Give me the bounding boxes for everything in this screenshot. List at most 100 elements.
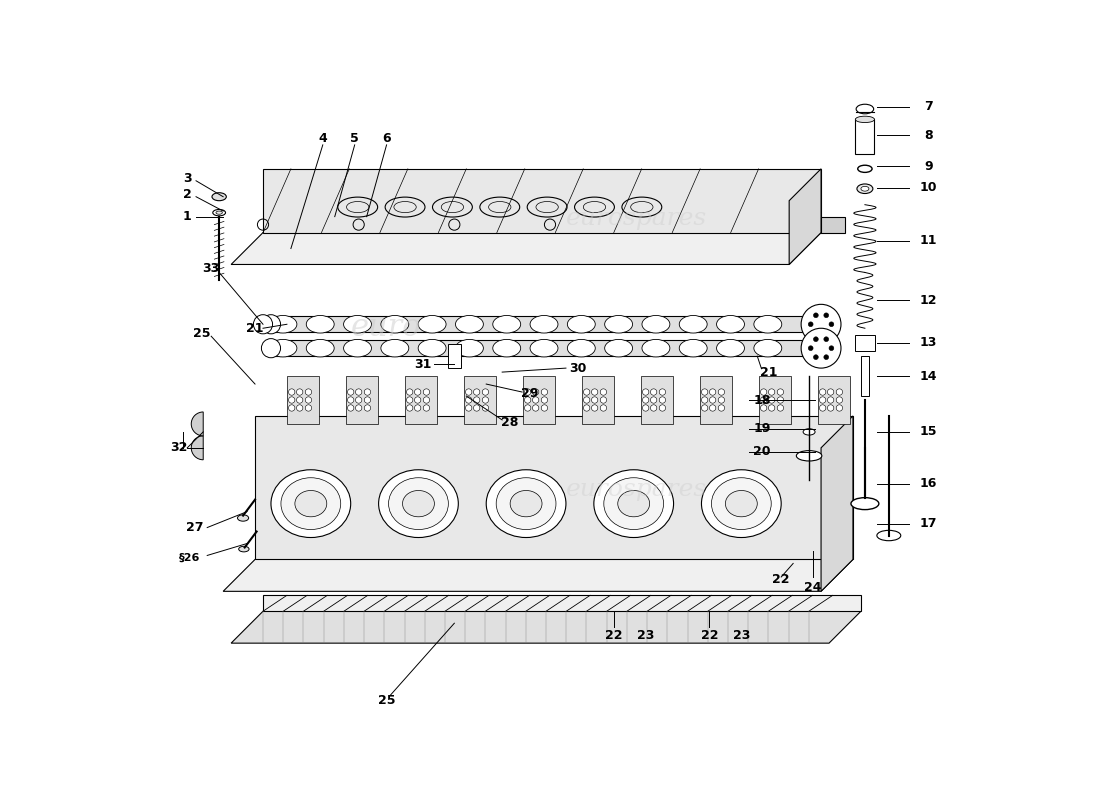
Circle shape [702,397,708,403]
Circle shape [642,397,649,403]
Circle shape [482,389,488,395]
Text: 8: 8 [924,129,933,142]
Text: 33: 33 [202,262,220,275]
Circle shape [642,405,649,411]
Circle shape [473,405,480,411]
Circle shape [827,389,834,395]
Text: 21: 21 [760,366,778,378]
Circle shape [415,397,421,403]
Circle shape [348,397,354,403]
Circle shape [814,331,818,336]
Text: 19: 19 [754,422,771,435]
Circle shape [778,389,783,395]
Circle shape [829,322,834,326]
Wedge shape [191,412,204,436]
Circle shape [769,405,774,411]
Text: 27: 27 [187,521,204,534]
Ellipse shape [378,470,459,538]
Ellipse shape [486,470,565,538]
Circle shape [824,354,828,359]
Text: 25: 25 [377,694,395,707]
Circle shape [532,389,539,395]
Bar [861,356,869,396]
Ellipse shape [702,470,781,538]
Circle shape [824,313,828,318]
Ellipse shape [403,490,434,517]
Circle shape [824,337,828,342]
Ellipse shape [642,315,670,333]
Text: 28: 28 [502,416,519,429]
Circle shape [710,389,716,395]
Circle shape [650,389,657,395]
Bar [582,376,614,424]
Ellipse shape [280,478,341,530]
Circle shape [541,389,548,395]
Circle shape [364,397,371,403]
Bar [287,376,319,424]
Circle shape [473,389,480,395]
Circle shape [297,389,302,395]
Ellipse shape [856,104,873,114]
Text: 5: 5 [350,132,359,145]
Circle shape [541,397,548,403]
Circle shape [465,389,472,395]
Bar [267,316,821,332]
Ellipse shape [496,478,556,530]
Text: 16: 16 [920,478,937,490]
Circle shape [710,397,716,403]
Ellipse shape [856,116,875,122]
Circle shape [525,397,531,403]
Ellipse shape [212,210,226,216]
Ellipse shape [680,315,707,333]
Circle shape [355,405,362,411]
Ellipse shape [455,315,483,333]
Ellipse shape [271,470,351,538]
Circle shape [601,405,606,411]
Circle shape [820,397,826,403]
Ellipse shape [716,315,745,333]
Polygon shape [231,611,861,643]
Circle shape [702,405,708,411]
Circle shape [650,405,657,411]
Text: 15: 15 [920,426,937,438]
Bar [855,334,876,350]
Circle shape [814,313,818,318]
Text: 2: 2 [183,188,191,201]
Ellipse shape [857,184,873,194]
Text: 21: 21 [246,322,264,334]
Ellipse shape [239,546,249,552]
Ellipse shape [216,211,222,214]
Bar [522,376,554,424]
Ellipse shape [510,490,542,517]
Ellipse shape [716,339,745,357]
Ellipse shape [605,315,632,333]
Circle shape [525,389,531,395]
Ellipse shape [306,315,334,333]
Circle shape [702,389,708,395]
Circle shape [592,405,597,411]
Ellipse shape [295,490,327,517]
Circle shape [355,389,362,395]
Text: 22: 22 [772,573,790,586]
Text: 1: 1 [183,210,191,223]
Text: §26: §26 [179,553,200,563]
Polygon shape [223,559,852,591]
Circle shape [827,405,834,411]
Circle shape [541,405,548,411]
Circle shape [583,405,590,411]
Circle shape [824,331,828,336]
Text: 31: 31 [414,358,431,370]
Circle shape [836,397,843,403]
Text: 29: 29 [521,387,539,400]
Circle shape [262,338,280,358]
Circle shape [601,397,606,403]
Circle shape [659,397,666,403]
Text: eurospares: eurospares [565,206,707,230]
Bar [818,376,850,424]
Circle shape [348,389,354,395]
Text: 22: 22 [605,629,623,642]
Text: 22: 22 [701,629,718,642]
Circle shape [769,389,774,395]
Circle shape [814,337,818,342]
Text: 13: 13 [920,336,937,349]
